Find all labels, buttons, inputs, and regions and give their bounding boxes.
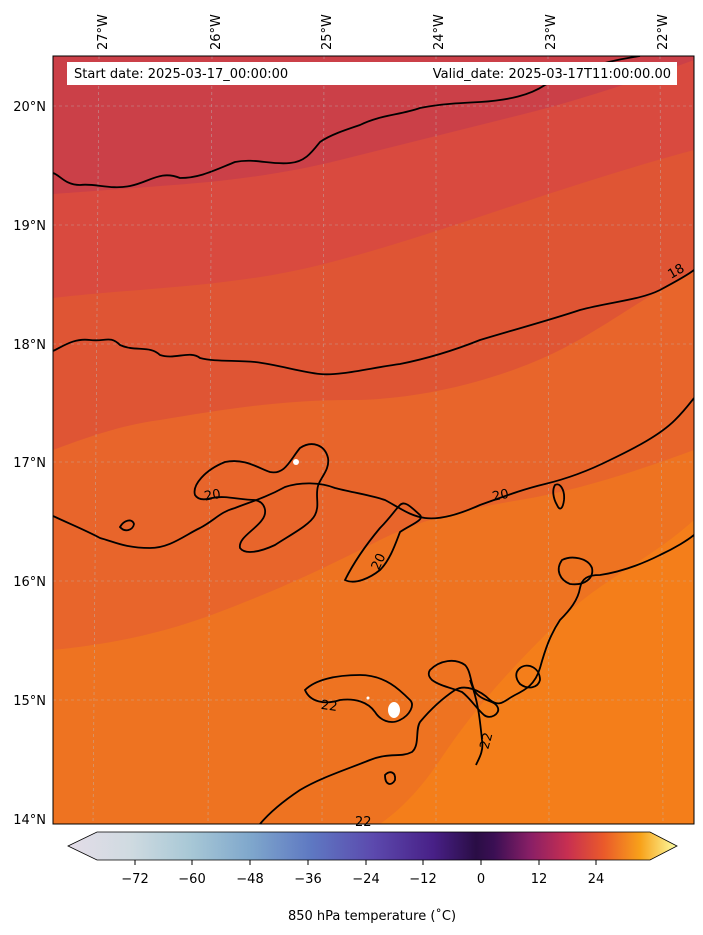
island-spots [293,459,400,718]
colorbar: −72 −60 −48 −36 −24 −12 0 12 24 850 hPa … [67,831,678,924]
contour-22-bay [427,659,500,718]
contour-label: 22 [355,815,372,830]
colorbar-tick-label: −24 [352,872,379,887]
contour-top [53,56,641,189]
lat-label: 18°N [13,338,46,353]
contour-label-group: 18 20 20 20 22 22 22 [203,261,687,830]
contour-20-lobe [193,443,330,553]
contour-label: 18 [665,261,687,282]
lon-label: 26°W [209,14,224,50]
longitude-labels: 27°W 26°W 25°W 24°W 23°W 22°W [96,14,671,50]
contour-22-small-island [515,664,541,689]
date-info-box: Start date: 2025-03-17_00:00:00 Valid_da… [67,62,677,85]
colorbar-tick-label: −60 [178,872,205,887]
contour-20 [53,397,694,549]
contour-label: 20 [491,487,510,505]
lat-label: 16°N [13,575,46,590]
colorbar-tick-label: −36 [294,872,321,887]
contour-small-west [118,519,135,532]
island-spot-1 [388,702,400,718]
colorbar-tick-label: 24 [588,872,605,887]
contour-20-south [343,502,422,583]
colorbar-title: 850 hPa temperature (˚C) [288,908,456,924]
map-frame [52,55,695,825]
info-box-background [67,62,677,85]
lat-label: 15°N [13,694,46,709]
lon-label: 27°W [96,14,111,50]
lat-label: 14°N [13,813,46,828]
latitude-labels: 20°N 19°N 18°N 17°N 16°N 15°N 14°N [13,100,46,828]
colorbar-tick-label: 0 [477,872,485,887]
contour-label: 20 [369,551,390,572]
lon-label: 24°W [432,14,447,50]
contour-22-stream [469,679,484,766]
contour-22 [259,534,694,824]
colorbar-tick-label: −72 [121,872,148,887]
contour-18 [53,269,694,376]
contour-lines [53,56,694,824]
start-date-text: Start date: 2025-03-17_00:00:00 [74,67,288,82]
island-spot-3 [366,696,370,700]
contour-22-island [303,674,413,723]
contour-label: 22 [478,731,497,751]
lon-label: 23°W [544,14,559,50]
lon-label: 22°W [656,14,671,50]
colorbar-tick-label: −48 [236,872,263,887]
lon-label: 25°W [320,14,335,50]
contour-20-east-island [552,483,566,510]
colorbar-ticks [134,860,597,865]
contour-small-south [384,771,396,785]
colorbar-tick-label: −12 [409,872,436,887]
contour-label: 20 [203,487,222,505]
lat-label: 20°N [13,100,46,115]
colorbar-tick-label: 12 [531,872,548,887]
colorbar-bar [67,831,678,861]
contour-22-east-island [557,556,594,586]
island-spot-2 [293,459,299,465]
lat-label: 19°N [13,219,46,234]
contour-label: 22 [320,698,338,715]
lat-label: 17°N [13,456,46,471]
valid-date-text: Valid_date: 2025-03-17T11:00:00.00 [433,67,671,82]
temperature-field [53,56,694,824]
